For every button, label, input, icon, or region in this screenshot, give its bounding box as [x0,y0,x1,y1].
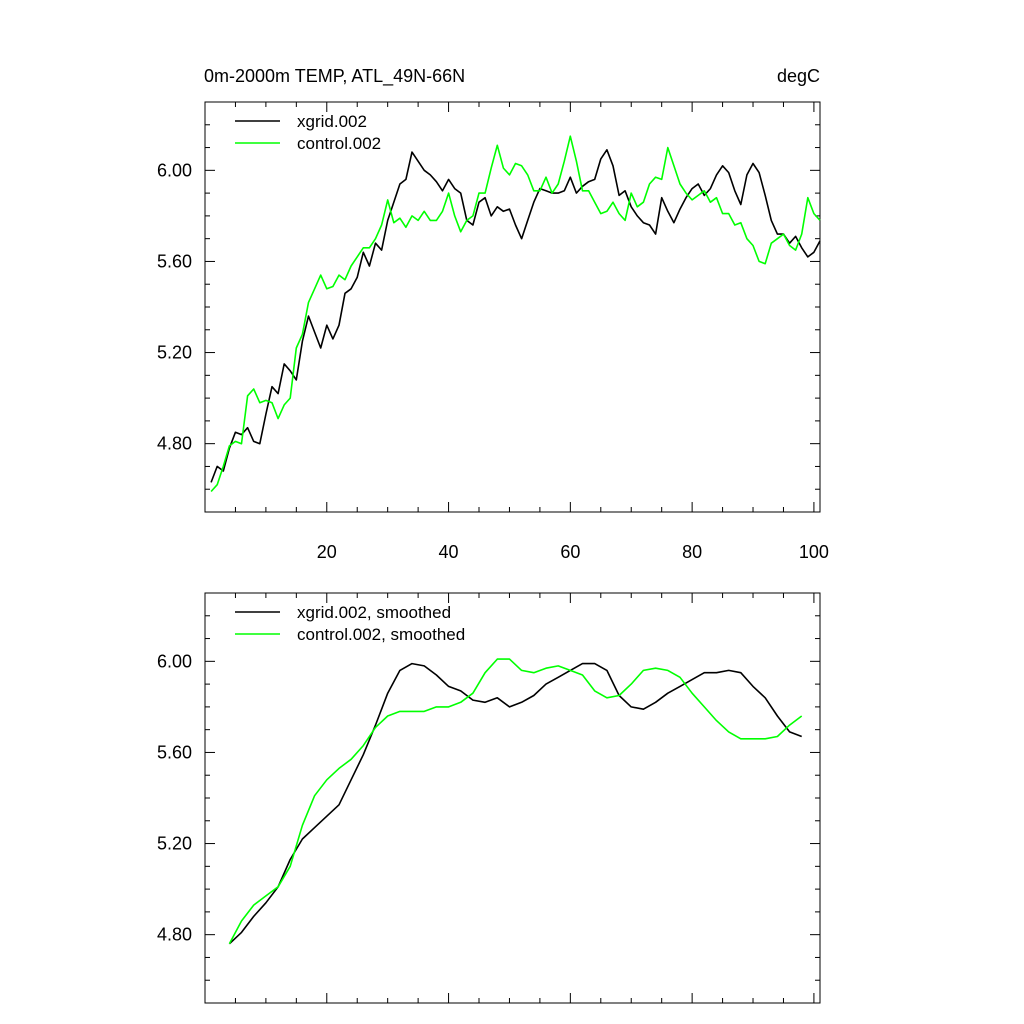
series-line-control [228,658,803,945]
plot-frame [204,101,821,513]
y-tick-label: 5.20 [157,834,192,854]
legend-label: control.002 [297,134,381,153]
series-line-xgrid [210,149,821,483]
y-tick-label: 4.80 [157,925,192,945]
y-tick-label: 5.60 [157,251,192,271]
y-tick-label: 5.20 [157,343,192,363]
units-label: degC [777,66,820,86]
top-panel: 20 40 60 80 100 4.80 5.20 5.60 6.00 xgrid.002 cont… [157,101,829,562]
legend-label: control.002, smoothed [297,625,465,644]
series-line-control [210,135,821,493]
x-tick-label: 80 [682,542,702,562]
y-tick-label: 4.80 [157,434,192,454]
legend-label: xgrid.002, smoothed [297,603,451,622]
x-tick-label: 100 [799,542,829,562]
y-tick-label: 6.00 [157,651,192,671]
legend-label: xgrid.002 [297,112,367,131]
x-tick-label: 20 [317,542,337,562]
plot-frame [204,592,821,1004]
bottom-panel: 4.80 5.20 5.60 6.00 xgrid.002, smoothed contr… [157,592,821,1004]
x-tick-label: 40 [439,542,459,562]
x-tick-label: 60 [560,542,580,562]
chart-title: 0m-2000m TEMP, ATL_49N-66N [204,66,465,87]
y-tick-label: 6.00 [157,160,192,180]
series-line-xgrid [228,662,802,945]
y-tick-label: 5.60 [157,742,192,762]
